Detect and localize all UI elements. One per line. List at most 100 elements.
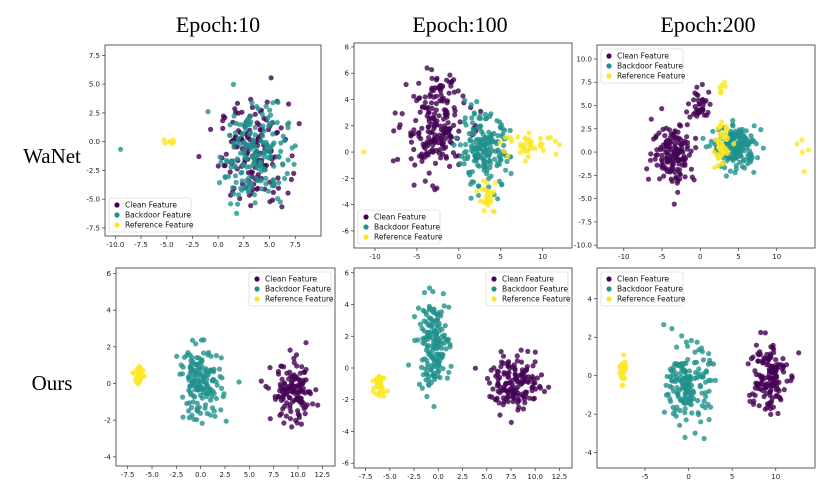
backdoor-point: [239, 178, 245, 184]
backdoor-point: [679, 333, 685, 339]
backdoor-point: [213, 395, 219, 402]
backdoor-point: [235, 192, 242, 198]
backdoor-point: [271, 163, 277, 169]
clean-point: [313, 387, 319, 393]
clean-point: [666, 157, 672, 163]
backdoor-point: [671, 367, 677, 373]
reference-point: [553, 151, 559, 157]
backdoor-point: [667, 374, 674, 380]
clean-point: [750, 401, 757, 407]
clean-point: [432, 160, 439, 166]
clean-point: [284, 386, 290, 392]
reference-point: [501, 148, 507, 154]
backdoor-point: [223, 418, 229, 424]
y-tick-label: -5.0: [86, 196, 100, 204]
plot-frame: [115, 267, 336, 467]
backdoor-point: [274, 120, 280, 126]
clean-point: [408, 139, 415, 145]
reference-point: [492, 180, 499, 186]
clean-point: [518, 347, 524, 353]
clean-point: [518, 359, 525, 365]
reference-point: [526, 136, 532, 142]
y-tick-label: -2: [342, 396, 349, 404]
clean-point: [492, 397, 498, 403]
backdoor-point: [432, 376, 438, 382]
clean-point: [456, 128, 462, 134]
clean-point: [757, 351, 763, 357]
clean-point: [288, 176, 294, 183]
backdoor-point: [203, 390, 209, 396]
backdoor-point: [205, 109, 211, 115]
backdoor-point: [486, 158, 493, 164]
legend-marker-clean: [491, 276, 497, 282]
legend-box: [108, 197, 192, 233]
clean-point: [249, 104, 255, 110]
backdoor-point: [488, 173, 494, 179]
x-tick-label: 2.5: [238, 241, 249, 249]
legend-marker-backdoor: [606, 286, 612, 292]
points-layer: [617, 322, 802, 442]
clean-point: [750, 354, 756, 360]
backdoor-point: [188, 404, 195, 411]
backdoor-point: [235, 201, 241, 207]
clean-point: [436, 113, 442, 119]
clean-point: [541, 388, 548, 395]
clean-point: [766, 362, 772, 368]
backdoor-point: [252, 132, 258, 138]
reference-point: [161, 137, 167, 143]
clean-point: [431, 116, 437, 122]
backdoor-point: [231, 144, 237, 150]
legend-marker-clean: [114, 202, 120, 208]
backdoor-point: [218, 159, 224, 165]
reference-point: [522, 158, 529, 164]
clean-point: [424, 65, 430, 71]
backdoor-point: [682, 390, 688, 396]
backdoor-point: [683, 384, 689, 390]
reference-point: [556, 142, 563, 148]
clean-point: [507, 365, 513, 371]
y-tick-label: 2: [107, 343, 111, 351]
clean-point: [254, 186, 260, 192]
backdoor-point: [730, 117, 736, 124]
x-tick-label: 7.5: [505, 473, 516, 481]
backdoor-point: [743, 128, 749, 134]
y-tick-label: -6: [342, 227, 350, 235]
backdoor-point: [264, 144, 270, 150]
y-tick-label: -4: [342, 201, 350, 209]
clean-point: [411, 127, 417, 133]
x-tick-label: 0: [457, 253, 461, 261]
clean-point: [516, 397, 522, 404]
backdoor-point: [477, 113, 483, 119]
clean-point: [762, 406, 768, 412]
x-tick-label: 10: [772, 253, 781, 261]
backdoor-point: [753, 141, 759, 147]
x-tick-label: 0.0: [195, 471, 206, 479]
clean-point: [775, 410, 781, 417]
backdoor-point: [477, 123, 483, 129]
backdoor-point: [453, 135, 459, 141]
legend-marker-clean: [606, 276, 612, 282]
clean-point: [677, 147, 683, 153]
clean-point: [446, 131, 452, 137]
backdoor-point: [424, 370, 430, 376]
clean-point: [437, 98, 443, 104]
backdoor-point: [197, 366, 203, 372]
clean-point: [688, 166, 695, 172]
backdoor-point: [740, 138, 746, 144]
backdoor-point: [432, 318, 438, 324]
backdoor-point: [190, 399, 196, 405]
reference-point: [486, 188, 492, 194]
x-tick-label: 5: [736, 253, 740, 261]
backdoor-point: [503, 167, 509, 173]
backdoor-point: [214, 382, 220, 388]
y-tick-label: -2.5: [86, 167, 100, 175]
backdoor-point: [268, 112, 274, 118]
backdoor-point: [475, 162, 481, 168]
clean-point: [298, 398, 304, 404]
reference-point: [525, 154, 532, 160]
y-tick-label: -2: [585, 411, 592, 419]
clean-point: [283, 413, 289, 419]
backdoor-point: [751, 169, 757, 175]
